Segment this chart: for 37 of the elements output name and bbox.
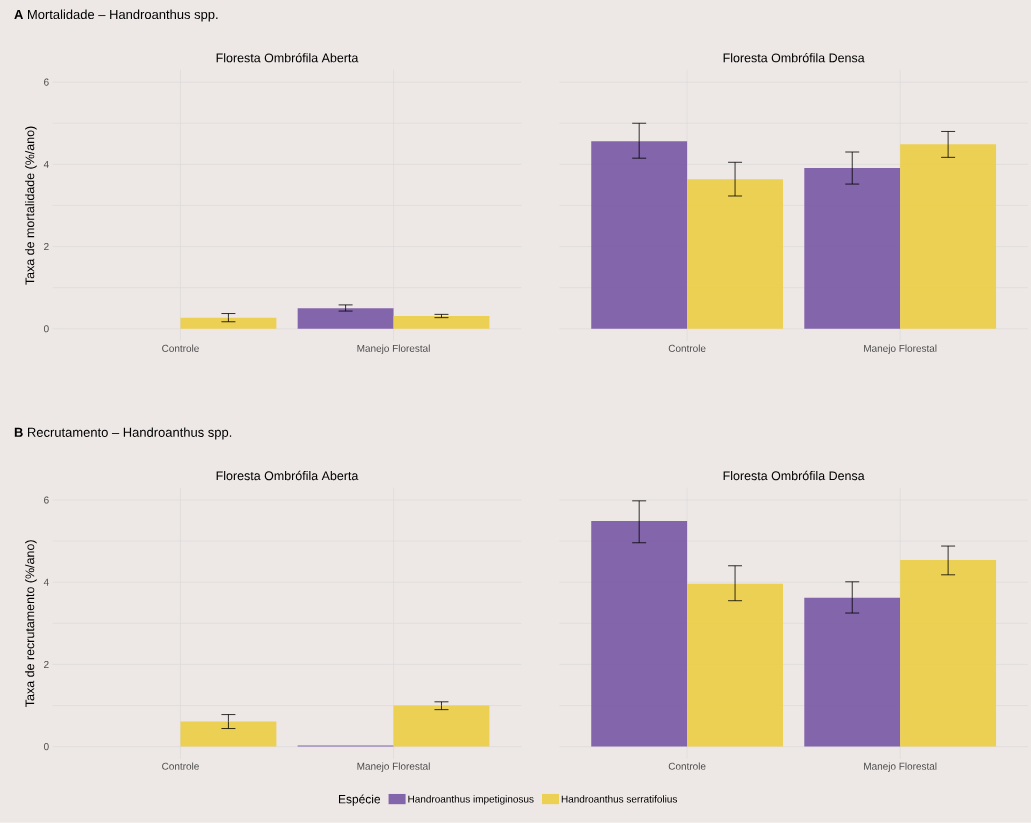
bar	[180, 721, 277, 747]
y-tick-label: 0	[43, 325, 49, 333]
x-tick-label: Controle	[668, 344, 706, 353]
y-tick-label: 6	[44, 78, 49, 86]
y-tick-label: 4	[43, 578, 49, 586]
chart-subtitle: Floresta Ombrófila Aberta	[216, 470, 359, 481]
bar	[687, 179, 783, 329]
bar	[591, 521, 688, 747]
x-tick-label: Controle	[162, 344, 199, 353]
x-tick-label: Manejo Florestal	[864, 762, 937, 772]
bar	[591, 141, 688, 329]
x-tick-label: Controle	[162, 762, 199, 770]
bar	[900, 560, 997, 747]
y-tick-label: 2	[44, 661, 49, 669]
bar	[804, 597, 901, 747]
x-tick-label: Manejo Florestal	[357, 762, 430, 772]
bar	[900, 144, 997, 329]
legend-label: Handroanthus serratifolius	[561, 795, 678, 803]
chart-title: B Recrutamento – Handroanthus spp.	[14, 427, 232, 440]
y-axis-title: Taxa de recrutamento (%/ano)	[25, 540, 37, 707]
bar	[393, 705, 490, 747]
legend-label: Handroanthus impetiginosus	[408, 795, 534, 805]
bar	[687, 583, 783, 747]
y-tick-label: 0	[43, 743, 49, 751]
chart-subtitle: Floresta Ombrófila Densa	[723, 53, 865, 63]
bar	[804, 168, 901, 329]
y-tick-label: 6	[44, 496, 49, 504]
chart-subtitle: Floresta Ombrófila Aberta	[216, 53, 359, 63]
legend-title: Espécie	[339, 794, 381, 806]
y-tick-label: 4	[43, 161, 49, 168]
y-tick-label: 2	[44, 243, 49, 251]
x-tick-label: Manejo Florestal	[357, 344, 430, 354]
x-tick-label: Controle	[668, 762, 706, 770]
chart-title: A Mortalidade – Handroanthus spp.	[14, 9, 218, 22]
x-tick-label: Manejo Florestal	[864, 344, 937, 354]
chart-subtitle: Floresta Ombrófila Densa	[723, 470, 865, 481]
y-axis-title: Taxa de mortalidade (%/ano)	[25, 126, 37, 285]
